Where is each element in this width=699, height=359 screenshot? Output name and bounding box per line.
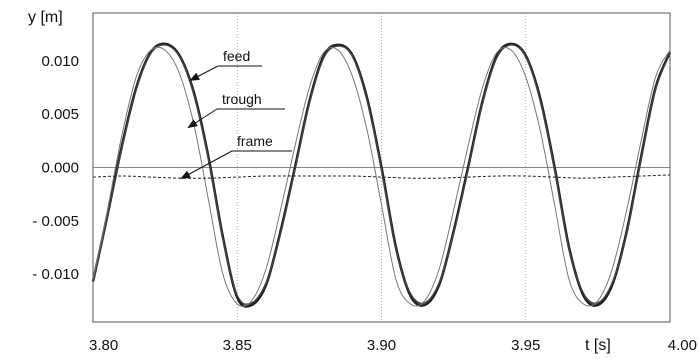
annotation-arrow-feed: [189, 65, 219, 81]
annotation-label-trough: trough: [222, 91, 262, 107]
x-tick-label: 4.00: [668, 337, 697, 354]
x-tick-label: 3.80: [89, 337, 118, 354]
annotation-arrow-frame: [180, 150, 233, 179]
series-line-trough: [92, 44, 671, 305]
y-tick-label: 0.000: [41, 160, 79, 177]
series-line-unnamed-2: [92, 46, 671, 307]
y-tick-label: - 0.010: [32, 266, 79, 283]
tick-labels: 3.80 3.85 3.90 3.95 4.00 0.010 0.005 0.000 - 0.0…: [32, 53, 697, 354]
y-tick-label: 0.005: [41, 106, 79, 123]
x-axis-title: t [s]: [585, 337, 611, 354]
plot-area-border: [92, 12, 671, 323]
x-tick-label: 3.95: [511, 337, 540, 354]
x-tick-label: 3.90: [367, 337, 396, 354]
annotation-arrow-trough: [187, 108, 218, 129]
series-annotations: feed trough frame: [180, 48, 292, 179]
y-axis-title: y [m]: [28, 9, 63, 26]
x-tick-label: 3.85: [223, 337, 252, 354]
y-tick-label: 0.010: [41, 53, 79, 70]
y-tick-label: - 0.005: [32, 213, 79, 230]
annotation-label-feed: feed: [223, 48, 250, 64]
annotation-label-frame: frame: [237, 133, 273, 149]
